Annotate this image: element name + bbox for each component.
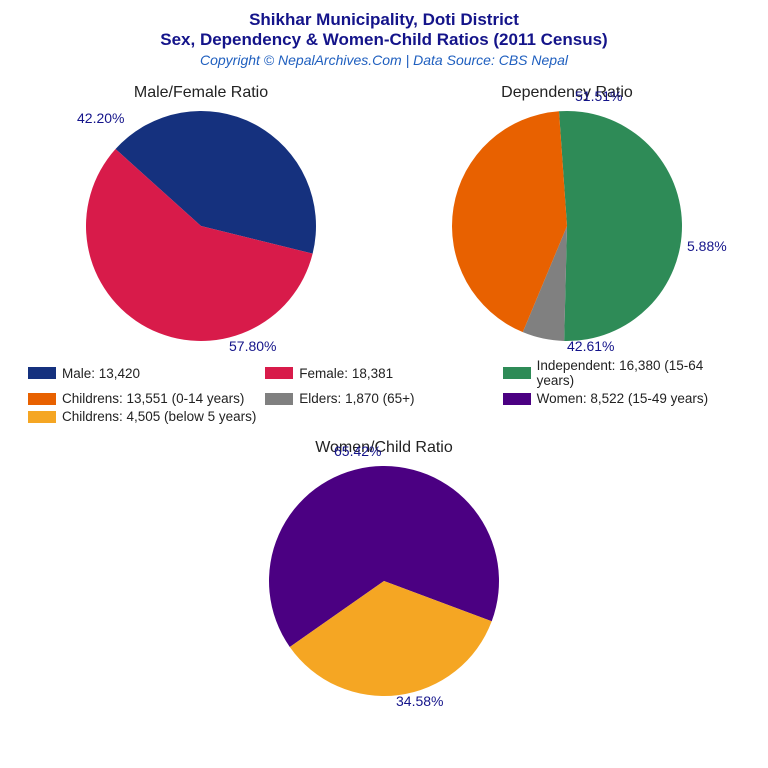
legend-item: Independent: 16,380 (15-64 years) [503,358,740,388]
chart-male-female: Male/Female Ratio 42.20%57.80% [31,84,371,346]
legend-swatch [503,367,531,379]
pie-slice-label: 42.61% [567,338,614,354]
chart-title: Male/Female Ratio [31,84,371,102]
pie-holder-3: 65.42%34.58% [264,461,504,701]
legend-item: Childrens: 4,505 (below 5 years) [28,409,265,424]
legend-label: Childrens: 4,505 (below 5 years) [62,409,256,424]
legend-swatch [28,393,56,405]
legend-swatch [28,411,56,423]
legend-item: Childrens: 13,551 (0-14 years) [28,391,265,406]
legend-label: Female: 18,381 [299,366,393,381]
legend-label: Childrens: 13,551 (0-14 years) [62,391,244,406]
pie-slice-label: 51.51% [575,88,622,104]
legend-item: Male: 13,420 [28,358,265,388]
header: Shikhar Municipality, Doti District Sex,… [0,0,768,68]
chart-dependency: Dependency Ratio 51.51%5.88%42.61% [397,84,737,346]
copyright-line: Copyright © NepalArchives.Com | Data Sou… [0,52,768,68]
pie-slice-label: 34.58% [396,693,443,709]
legend-label: Women: 8,522 (15-49 years) [537,391,709,406]
chart-women-child: Women/Child Ratio 65.42%34.58% [214,439,554,701]
legend-swatch [503,393,531,405]
pie-chart-2 [447,106,687,346]
legend-swatch [28,367,56,379]
top-charts-row: Male/Female Ratio 42.20%57.80% Dependenc… [0,84,768,346]
title-line-1: Shikhar Municipality, Doti District [0,10,768,30]
pie-slice-label: 5.88% [687,238,727,254]
legend-label: Elders: 1,870 (65+) [299,391,414,406]
pie-slice [559,111,682,341]
legend: Male: 13,420 Female: 18,381 Independent: 1… [0,352,768,427]
pie-slice-label: 42.20% [77,110,124,126]
pie-holder-2: 51.51%5.88%42.61% [447,106,687,346]
legend-item: Female: 18,381 [265,358,502,388]
legend-label: Independent: 16,380 (15-64 years) [537,358,740,388]
chart-title: Dependency Ratio [397,84,737,102]
pie-slice-label: 65.42% [334,443,381,459]
legend-swatch [265,367,293,379]
pie-slice-label: 57.80% [229,338,276,354]
legend-item: Elders: 1,870 (65+) [265,391,502,406]
title-line-2: Sex, Dependency & Women-Child Ratios (20… [0,30,768,50]
legend-item: Women: 8,522 (15-49 years) [503,391,740,406]
pie-chart-3 [264,461,504,701]
pie-chart-1 [81,106,321,346]
chart-title: Women/Child Ratio [214,439,554,457]
pie-holder-1: 42.20%57.80% [81,106,321,346]
legend-label: Male: 13,420 [62,366,140,381]
legend-swatch [265,393,293,405]
